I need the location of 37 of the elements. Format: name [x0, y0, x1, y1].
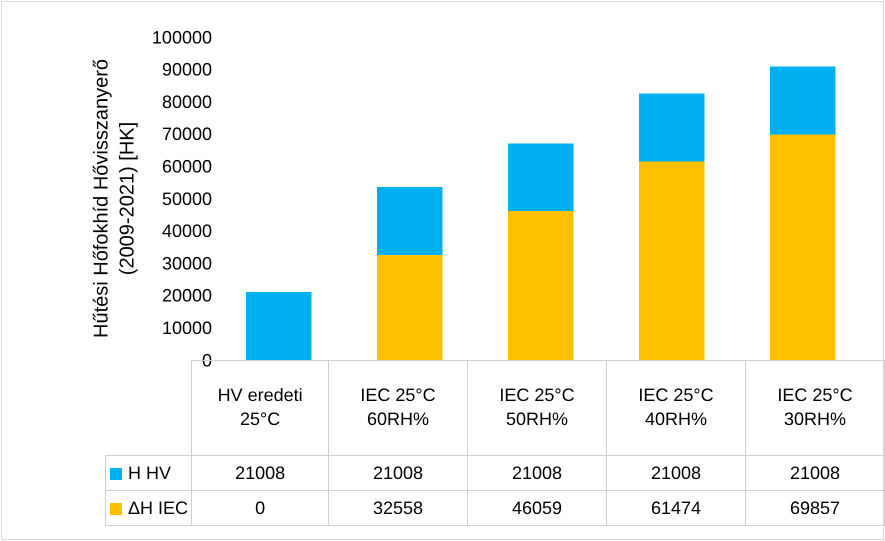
y-axis-title: Hűtési Hőfokhíd Hővisszanyerő (2009-2021) [HK] [90, 58, 138, 338]
bar [376, 186, 442, 255]
y-tick-label: 70000 [162, 124, 212, 144]
y-tick-label: 10000 [162, 318, 212, 338]
data-label: 0 [192, 490, 329, 526]
bar [638, 94, 704, 162]
data-label: 61474 [606, 490, 746, 526]
data-label: 46059 [468, 490, 606, 526]
y-tick-label: 40000 [162, 221, 212, 242]
y-tick-label: 50000 [162, 188, 212, 209]
data-label: 21008 [192, 456, 329, 490]
y-tick-label: 20000 [162, 286, 212, 306]
y-tick-label: 60000 [162, 156, 212, 176]
x-tick-label: IEC 25°C 40RH% [606, 360, 746, 456]
x-tick-label: IEC 25°C 60RH% [328, 360, 468, 456]
x-tick-label: IEC 25°C 30RH% [745, 360, 884, 456]
data-label: 21008 [745, 456, 884, 490]
y-tick-label: 100000 [152, 27, 212, 48]
data-label: 21008 [468, 456, 606, 490]
bar [508, 143, 574, 212]
y-tick-label: 80000 [162, 92, 212, 112]
x-tick-label: IEC 25°C 50RH% [468, 360, 606, 456]
legend-label: ΔH IEC [128, 498, 188, 518]
x-tick-label: HV eredeti 25°C [218, 385, 303, 429]
legend-label: H HV [128, 462, 172, 482]
bar [246, 292, 312, 360]
bar [770, 66, 836, 134]
bar [376, 254, 442, 360]
bar [770, 134, 836, 360]
y-tick-label: 30000 [162, 253, 212, 274]
data-label: 32558 [328, 490, 468, 526]
bar [508, 211, 574, 360]
y-tick-label: 90000 [162, 60, 212, 80]
data-label: 69857 [745, 490, 884, 526]
data-label: 21008 [328, 456, 468, 490]
data-label: 21008 [606, 456, 746, 490]
bar [638, 161, 704, 360]
